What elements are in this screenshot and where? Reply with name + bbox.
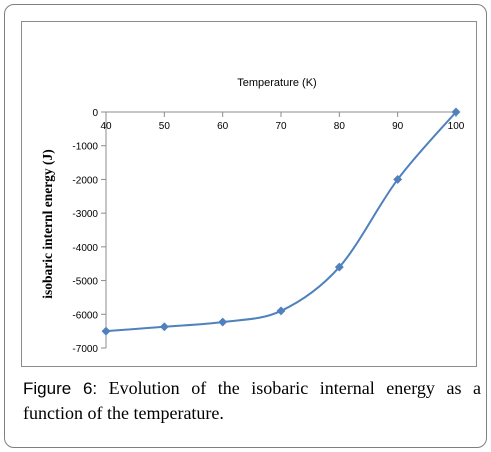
x-tick-label: 80	[334, 121, 346, 132]
x-tick-label: 70	[275, 121, 287, 132]
x-tick-label: 40	[100, 121, 112, 132]
data-point	[393, 174, 403, 184]
data-point	[159, 322, 169, 332]
data-points	[101, 107, 461, 336]
caption-label: Figure 6:	[23, 379, 98, 398]
x-tick-label: 50	[159, 121, 171, 132]
line-chart: 40 50 60 70 80 90 100 0 -1000 -2000 -3000 -4000 -500…	[40, 77, 465, 355]
data-point	[276, 306, 286, 316]
axes: 40 50 60 70 80 90 100 0 -1000 -2000 -3000 -4000 -500…	[72, 108, 464, 355]
y-tick-label: -7000	[72, 344, 98, 355]
x-tick-label: 100	[448, 121, 465, 132]
x-axis-label: Temperature (K)	[237, 77, 316, 89]
y-tick-label: -6000	[72, 310, 98, 321]
figure-frame: 40 50 60 70 80 90 100 0 -1000 -2000 -3000 -4000 -500…	[4, 4, 487, 448]
y-tick-label: -1000	[72, 142, 98, 153]
y-tick-label: -2000	[72, 175, 98, 186]
caption-text: Evolution of the isobaric internal energ…	[23, 378, 481, 423]
figure-caption: Figure 6: Evolution of the isobaric inte…	[23, 376, 481, 425]
data-point	[451, 107, 461, 117]
data-point	[218, 317, 228, 327]
y-tick-label: -3000	[72, 209, 98, 220]
y-tick-label: -4000	[72, 243, 98, 254]
x-tick-label: 90	[392, 121, 404, 132]
x-tick-label: 60	[217, 121, 229, 132]
y-tick-label: -5000	[72, 277, 98, 288]
series-curve	[105, 111, 457, 333]
chart-area: 40 50 60 70 80 90 100 0 -1000 -2000 -3000 -4000 -500…	[21, 21, 477, 367]
series-line	[105, 111, 457, 333]
data-point	[334, 262, 344, 272]
y-tick-label: 0	[92, 108, 98, 119]
y-axis-label: isobaric internl energy (J)	[40, 149, 55, 299]
data-point	[101, 326, 111, 336]
